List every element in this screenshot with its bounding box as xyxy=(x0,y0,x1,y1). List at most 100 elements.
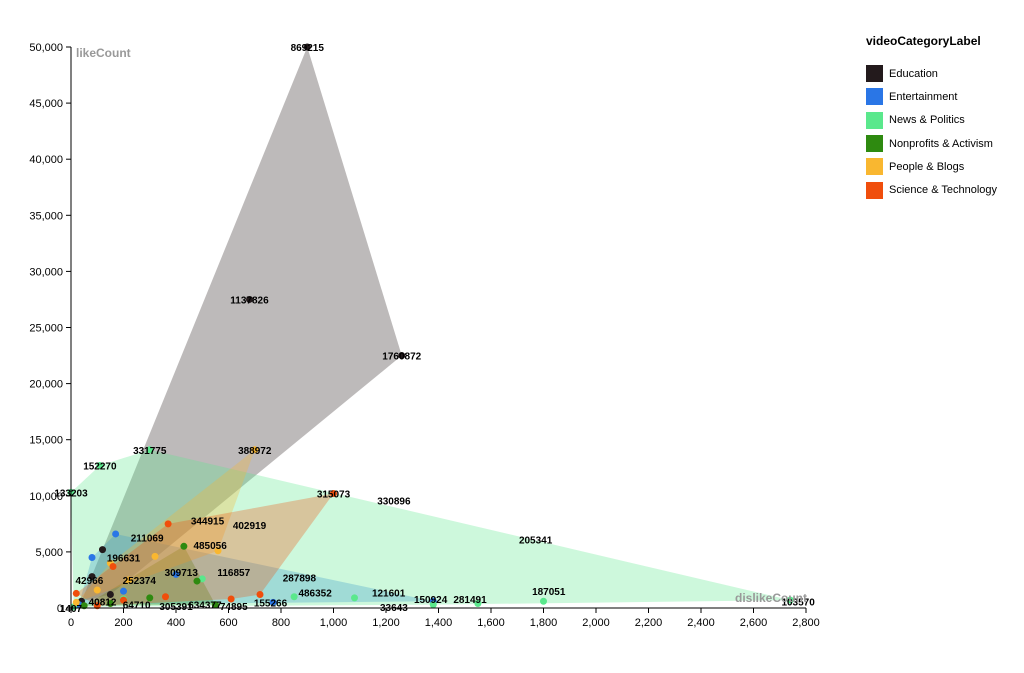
point-1-1 xyxy=(269,598,277,606)
y-tick-label: 10,000 xyxy=(29,491,63,503)
point-0-1 xyxy=(246,295,253,303)
point-1-3 xyxy=(88,554,96,562)
legend-item: News & Politics xyxy=(866,109,997,132)
data-label: 1137826 xyxy=(230,295,269,306)
data-label: 287898 xyxy=(283,574,317,585)
point-2-3 xyxy=(786,596,794,604)
data-label: 402919 xyxy=(233,521,267,532)
legend-label: People & Blogs xyxy=(889,160,965,173)
data-label: 1407 xyxy=(60,604,83,615)
legend-swatch xyxy=(866,181,883,199)
y-tick-label: 5,000 xyxy=(35,547,63,559)
data-label: 40812 xyxy=(89,597,117,608)
point-0-6 xyxy=(106,591,114,599)
data-label: 305391 xyxy=(159,602,193,613)
point-1-5 xyxy=(120,587,127,595)
x-tick-label: 1,400 xyxy=(425,617,453,629)
point-0-3 xyxy=(88,573,96,581)
data-label: 344915 xyxy=(191,516,225,527)
data-label: 74895 xyxy=(220,602,248,613)
point-2-8 xyxy=(198,575,206,583)
point-5-5 xyxy=(227,595,235,603)
data-label: 133203 xyxy=(54,488,88,499)
point-5-6 xyxy=(162,593,169,601)
point-1-0 xyxy=(112,530,120,538)
x-tick-label: 1,000 xyxy=(320,617,348,629)
point-5-8 xyxy=(120,596,127,604)
x-tick-label: 400 xyxy=(167,617,185,629)
data-label: 187051 xyxy=(532,587,566,598)
point-4-5 xyxy=(72,598,80,606)
point-2-5 xyxy=(429,601,437,609)
legend-item: Nonprofits & Activism xyxy=(866,132,997,155)
x-tick-label: 800 xyxy=(272,617,290,629)
data-label: 33643 xyxy=(380,603,408,614)
legend-item: Entertainment xyxy=(866,85,997,108)
data-label: 155266 xyxy=(254,598,288,609)
point-0-0 xyxy=(303,43,311,51)
point-2-9 xyxy=(290,593,298,601)
y-tick-label: 50,000 xyxy=(29,42,63,54)
point-3-5 xyxy=(180,542,188,550)
point-4-1 xyxy=(214,547,222,555)
legend-swatch xyxy=(866,65,883,83)
y-tick-label: 40,000 xyxy=(29,154,63,166)
x-axis-title: dislikeCount xyxy=(735,591,807,605)
y-axis-title: likeCount xyxy=(76,46,131,60)
data-label: 116857 xyxy=(217,568,250,579)
point-0-4 xyxy=(99,546,106,554)
point-3-3 xyxy=(211,601,219,609)
data-label: 634377 xyxy=(188,601,222,612)
data-label: 388972 xyxy=(238,446,272,457)
point-5-0 xyxy=(330,490,337,498)
point-0-2 xyxy=(398,352,406,360)
x-tick-label: 2,200 xyxy=(635,617,663,629)
legend-swatch xyxy=(866,88,883,106)
x-tick-label: 0 xyxy=(68,617,74,629)
x-tick-label: 2,600 xyxy=(740,617,768,629)
point-layer xyxy=(67,43,794,611)
x-tick-label: 2,000 xyxy=(582,617,610,629)
x-tick-label: 1,800 xyxy=(530,617,558,629)
legend-label: Education xyxy=(889,67,938,80)
data-label: 211069 xyxy=(131,533,164,544)
hull-education xyxy=(81,47,402,602)
data-label: 1760872 xyxy=(382,352,421,363)
hull-layer xyxy=(71,47,791,607)
y-tick-label: 20,000 xyxy=(29,379,63,391)
data-label: 485056 xyxy=(193,541,227,552)
x-tick-label: 2,400 xyxy=(687,617,715,629)
legend-swatch xyxy=(866,135,883,153)
axes: 0 200 400 600 800 1,000 1,200 1,400 1,600 1,800 2,… xyxy=(29,42,819,629)
point-3-2 xyxy=(106,600,114,608)
data-label: 103570 xyxy=(781,597,815,608)
point-5-3 xyxy=(109,562,117,570)
point-1-6 xyxy=(172,570,180,578)
data-label: 205341 xyxy=(519,536,553,547)
legend-swatch xyxy=(866,111,883,129)
point-3-1 xyxy=(146,594,154,602)
point-4-0 xyxy=(251,446,259,454)
legend-title: videoCategoryLabel xyxy=(866,34,981,48)
x-tick-label: 1,600 xyxy=(477,617,505,629)
point-3-0 xyxy=(193,577,201,585)
legend-swatch xyxy=(866,158,883,176)
data-label: 150924 xyxy=(414,595,448,606)
legend-label: News & Politics xyxy=(889,114,965,127)
point-2-4 xyxy=(540,597,547,605)
point-5-2 xyxy=(256,591,264,599)
label-layer: 869215 1137826 1760872 331775 388972 152270 13… xyxy=(54,43,815,615)
x-tick-label: 600 xyxy=(219,617,237,629)
legend-label: Nonprofits & Activism xyxy=(889,137,993,150)
hull-nonprofits-activism xyxy=(84,546,216,606)
data-label: 42966 xyxy=(75,576,103,587)
x-tick-label: 200 xyxy=(114,617,132,629)
data-label: 121601 xyxy=(372,588,406,599)
y-tick-label: 25,000 xyxy=(29,323,63,335)
point-2-10 xyxy=(351,594,358,602)
legend-item: Education xyxy=(866,62,997,85)
x-tick-label: 2,800 xyxy=(792,617,820,629)
legend-label: Science & Technology xyxy=(889,184,998,197)
legend: videoCategoryLabel Education Entertainmen… xyxy=(866,34,997,202)
